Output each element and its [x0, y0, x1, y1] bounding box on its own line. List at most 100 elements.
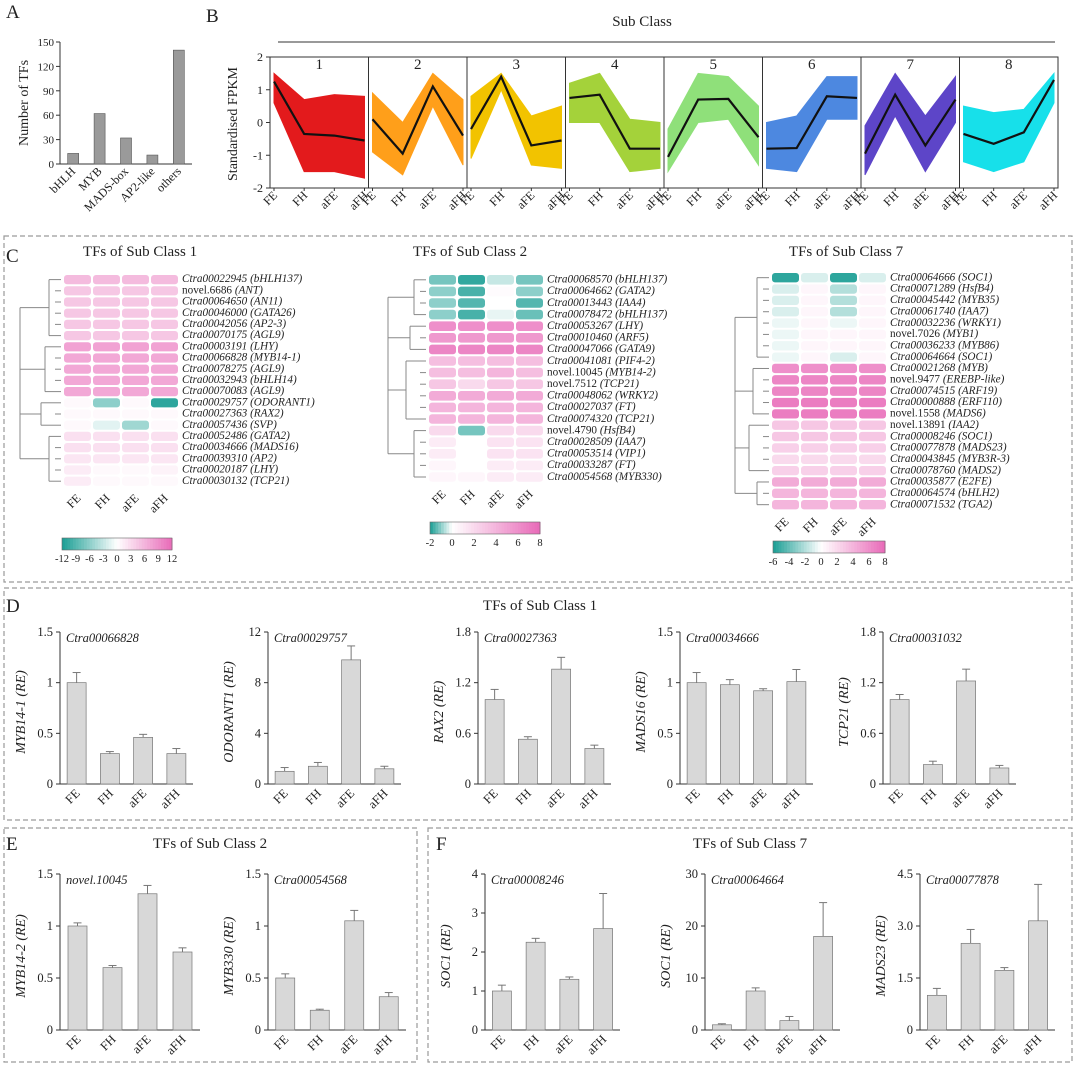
color-scale-segment [812, 541, 816, 553]
panel-b-subplot-5: 5FE FH aFE aFH [654, 56, 765, 213]
heatmap-cell [93, 409, 120, 419]
heatmap-row-id: Ctra00048062 [547, 390, 613, 402]
bar-rect [309, 1009, 330, 1031]
heatmap-row-id: Ctra00003191 [182, 340, 247, 352]
heatmap-cell [458, 425, 485, 436]
color-scale-segment [103, 538, 107, 550]
heatmap-row-gene: (bHLH137) [612, 308, 667, 320]
bar-ytick-label: 3 [472, 906, 478, 920]
color-scale-segment [537, 522, 541, 534]
color-scale-segment [111, 538, 115, 550]
heatmap-cell [151, 454, 178, 464]
heatmap-row-gene: (SOC1) [955, 351, 992, 363]
heatmap-row-id: novel.10045 [547, 366, 603, 378]
panel-b-xtick-label: FH [487, 188, 508, 209]
heatmap-cell [772, 500, 799, 510]
panel-e-box [3, 827, 418, 1063]
heatmap-cell [151, 364, 178, 374]
heatmap-row-gene: (E2FE) [955, 476, 992, 488]
heatmap-cell [64, 420, 91, 430]
color-scale-tick: 0 [449, 538, 454, 549]
heatmap-cell [487, 321, 514, 331]
heatmap-row-gene: (IAA7) [612, 436, 646, 448]
heatmap-cell [772, 284, 799, 294]
bar-ylabel: ODORANT1 (RE) [222, 661, 237, 763]
bar-rect [374, 768, 395, 785]
heatmap-title: TFs of Sub Class 2 [413, 244, 527, 260]
heatmap-cell [93, 342, 120, 352]
bar-rect [813, 936, 833, 1031]
bar-rect [492, 990, 512, 1031]
color-scale-segment [147, 538, 151, 550]
heatmap-cell [122, 331, 149, 341]
bar-rect [712, 1024, 732, 1031]
bar-xtick-label: FH [521, 1032, 542, 1053]
heatmap-row-id: Ctra00032943 [182, 374, 248, 386]
color-scale-segment [78, 538, 82, 550]
heatmap-cell [122, 319, 149, 329]
color-scale-segment [501, 522, 505, 534]
heatmap-row-label: Ctra00035877 (E2FE) [890, 476, 992, 488]
color-scale-segment [86, 538, 90, 550]
color-scale-segment [482, 522, 486, 534]
heatmap-row-gene: (GATA2) [247, 430, 290, 442]
heatmap-cell [458, 356, 485, 366]
panel-a-ytick-label: 60 [43, 110, 55, 122]
heatmap-cell [487, 425, 514, 436]
heatmap-cell [859, 488, 886, 498]
heatmap-row-label: Ctra00029757 (ODORANT1) [182, 396, 315, 408]
bar-xtick-label: FE [886, 786, 906, 806]
color-scale-segment [504, 522, 508, 534]
heatmap-row-gene: (SOC1) [955, 430, 992, 442]
heatmap-row-label: Ctra00057436 (SVP) [182, 419, 277, 431]
heatmap-cell [516, 298, 543, 308]
heatmap-cell [801, 431, 828, 442]
color-scale-segment [163, 538, 167, 550]
panel-b-xtick-label: aFE [809, 188, 833, 212]
heatmap-cell [516, 344, 543, 355]
heatmap-cell [487, 344, 514, 355]
color-scale-segment [523, 522, 527, 534]
color-scale-segment [781, 541, 785, 553]
heatmap-cell [487, 333, 514, 343]
color-scale-segment [468, 522, 472, 534]
heatmap-cell [487, 437, 514, 447]
heatmap-cell [64, 454, 91, 464]
color-scale-tick: 8 [882, 557, 887, 568]
heatmap-cell [772, 307, 799, 317]
bar-rect [745, 990, 766, 1031]
heatmap-cell [458, 367, 485, 378]
bar-rect [344, 920, 365, 1031]
heatmap-row-label: Ctra00039310 (AP2) [182, 452, 277, 464]
heatmap-cell [151, 275, 178, 285]
bar-xtick-label: aFE [986, 1032, 1010, 1056]
panel-b-band [667, 72, 759, 174]
bar-ytick-label: 0.5 [245, 971, 261, 985]
bar-xtick-label: aFH [1019, 1032, 1044, 1057]
heatmap-row-gene: (VIP1) [612, 448, 646, 460]
bar-ytick-label: 4 [255, 726, 262, 740]
heatmap-row-label: Ctra00078275 (AGL9) [182, 363, 285, 375]
color-scale-segment [155, 538, 159, 550]
panel-b-xtick-label: aFE [317, 188, 341, 212]
heatmap-row-gene: (IAA4) [612, 297, 646, 309]
heatmap-row-label: Ctra00028509 (IAA7) [547, 436, 646, 448]
panel-a-ytick-label: 90 [43, 86, 55, 98]
bar-xtick-label: aFH [584, 1032, 609, 1057]
heatmap-row-label: Ctra00070083 (AGL9) [182, 385, 285, 397]
heatmap-row-id: Ctra00066828 [182, 352, 248, 364]
panel-letter-C: C [6, 246, 19, 267]
heatmap-row-label: novel.7512 (TCP21) [547, 378, 639, 390]
heatmap-row-gene: (AN11) [247, 296, 282, 308]
heatmap-cell [64, 443, 91, 453]
heatmap-cell [487, 286, 514, 297]
color-scale-segment [89, 538, 93, 550]
bar-ylabel: MADS16 (RE) [634, 671, 649, 754]
bar-xtick-label: aFE [129, 1032, 153, 1056]
color-scale-segment [792, 541, 796, 553]
color-scale-segment [873, 541, 878, 553]
panel-a-bar [120, 137, 132, 165]
bar-xtick-label: FH [95, 786, 116, 807]
heatmap-cell [429, 344, 456, 355]
panel-b-xtick-label: aFE [711, 188, 735, 212]
